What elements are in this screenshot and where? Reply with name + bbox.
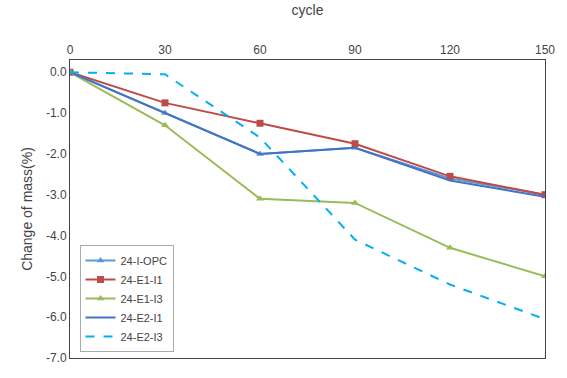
svg-text:24-E1-I3: 24-E1-I3 [121,293,163,305]
svg-text:0: 0 [67,43,74,57]
svg-text:-4.0: -4.0 [46,229,67,243]
svg-text:-2.0: -2.0 [46,147,67,161]
svg-text:-1.0: -1.0 [46,106,67,120]
svg-text:24-E2-I1: 24-E2-I1 [121,312,163,324]
svg-text:-5.0: -5.0 [46,270,67,284]
svg-text:24-I-OPC: 24-I-OPC [121,255,168,267]
svg-text:90: 90 [348,43,362,57]
svg-text:24-E1-I1: 24-E1-I1 [121,274,163,286]
svg-text:120: 120 [440,43,460,57]
svg-text:Change of mass(%): Change of mass(%) [19,147,35,271]
svg-text:0.0: 0.0 [50,65,67,79]
svg-text:60: 60 [253,43,267,57]
svg-text:-7.0: -7.0 [46,351,67,365]
svg-text:30: 30 [158,43,172,57]
svg-text:-6.0: -6.0 [46,310,67,324]
svg-text:cycle: cycle [292,2,324,18]
svg-text:150: 150 [535,43,555,57]
svg-text:-3.0: -3.0 [46,188,67,202]
svg-text:24-E2-I3: 24-E2-I3 [121,331,163,343]
